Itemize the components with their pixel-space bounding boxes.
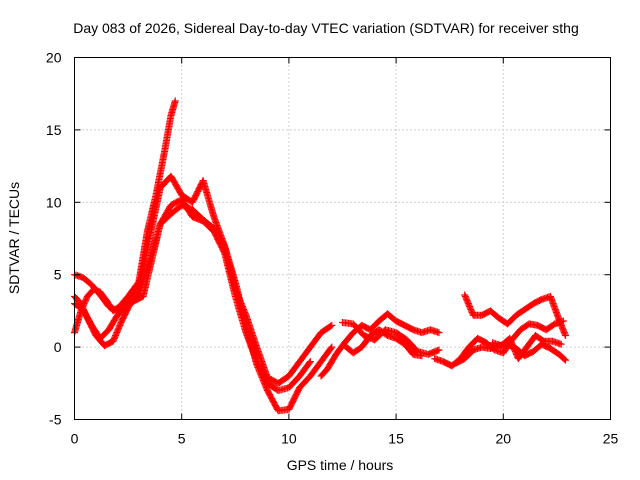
data-point [561, 356, 569, 364]
y-tick-label: 15 [46, 122, 62, 138]
data-point [560, 355, 568, 363]
x-tick-label: 20 [496, 431, 512, 447]
plot-frame [74, 57, 611, 420]
x-tick-label: 10 [281, 431, 297, 447]
series-track-g [341, 326, 426, 360]
x-tick-label: 25 [603, 431, 619, 447]
y-tick-label: -5 [49, 412, 62, 428]
grid [74, 57, 611, 420]
data-point [418, 352, 426, 360]
y-axis-label: SDTVAR / TECUs [6, 182, 22, 294]
data-point [306, 358, 314, 366]
y-tick-label: 10 [46, 194, 62, 210]
data-point [327, 322, 335, 330]
data-point [435, 346, 443, 354]
chart-title: Day 083 of 2026, Sidereal Day-to-day VTE… [73, 20, 579, 36]
data-point [328, 321, 336, 329]
x-tick-label: 5 [178, 431, 186, 447]
y-tick-label: 0 [54, 339, 62, 355]
series-track-h [431, 317, 567, 370]
series-track-k [489, 332, 565, 363]
y-tick-label: 5 [54, 267, 62, 283]
data-point [171, 97, 179, 105]
series-track-c [71, 195, 314, 395]
data-point [305, 359, 313, 367]
series-track-e [317, 310, 443, 380]
y-tick-label: 20 [46, 50, 62, 66]
series-track-i [461, 291, 569, 340]
axis-ticks: 0 5 10 15 20 25 -5 0 5 10 15 20 [46, 50, 619, 447]
data-point [561, 332, 569, 340]
x-axis-label: GPS time / hours [287, 457, 394, 473]
series-track-d [71, 201, 336, 387]
x-tick-label: 15 [388, 431, 404, 447]
data-point [327, 344, 335, 352]
data-point [328, 343, 336, 351]
data-point [435, 329, 443, 337]
data-point [557, 340, 565, 348]
x-tick-label: 0 [71, 431, 79, 447]
data-series [71, 97, 569, 415]
